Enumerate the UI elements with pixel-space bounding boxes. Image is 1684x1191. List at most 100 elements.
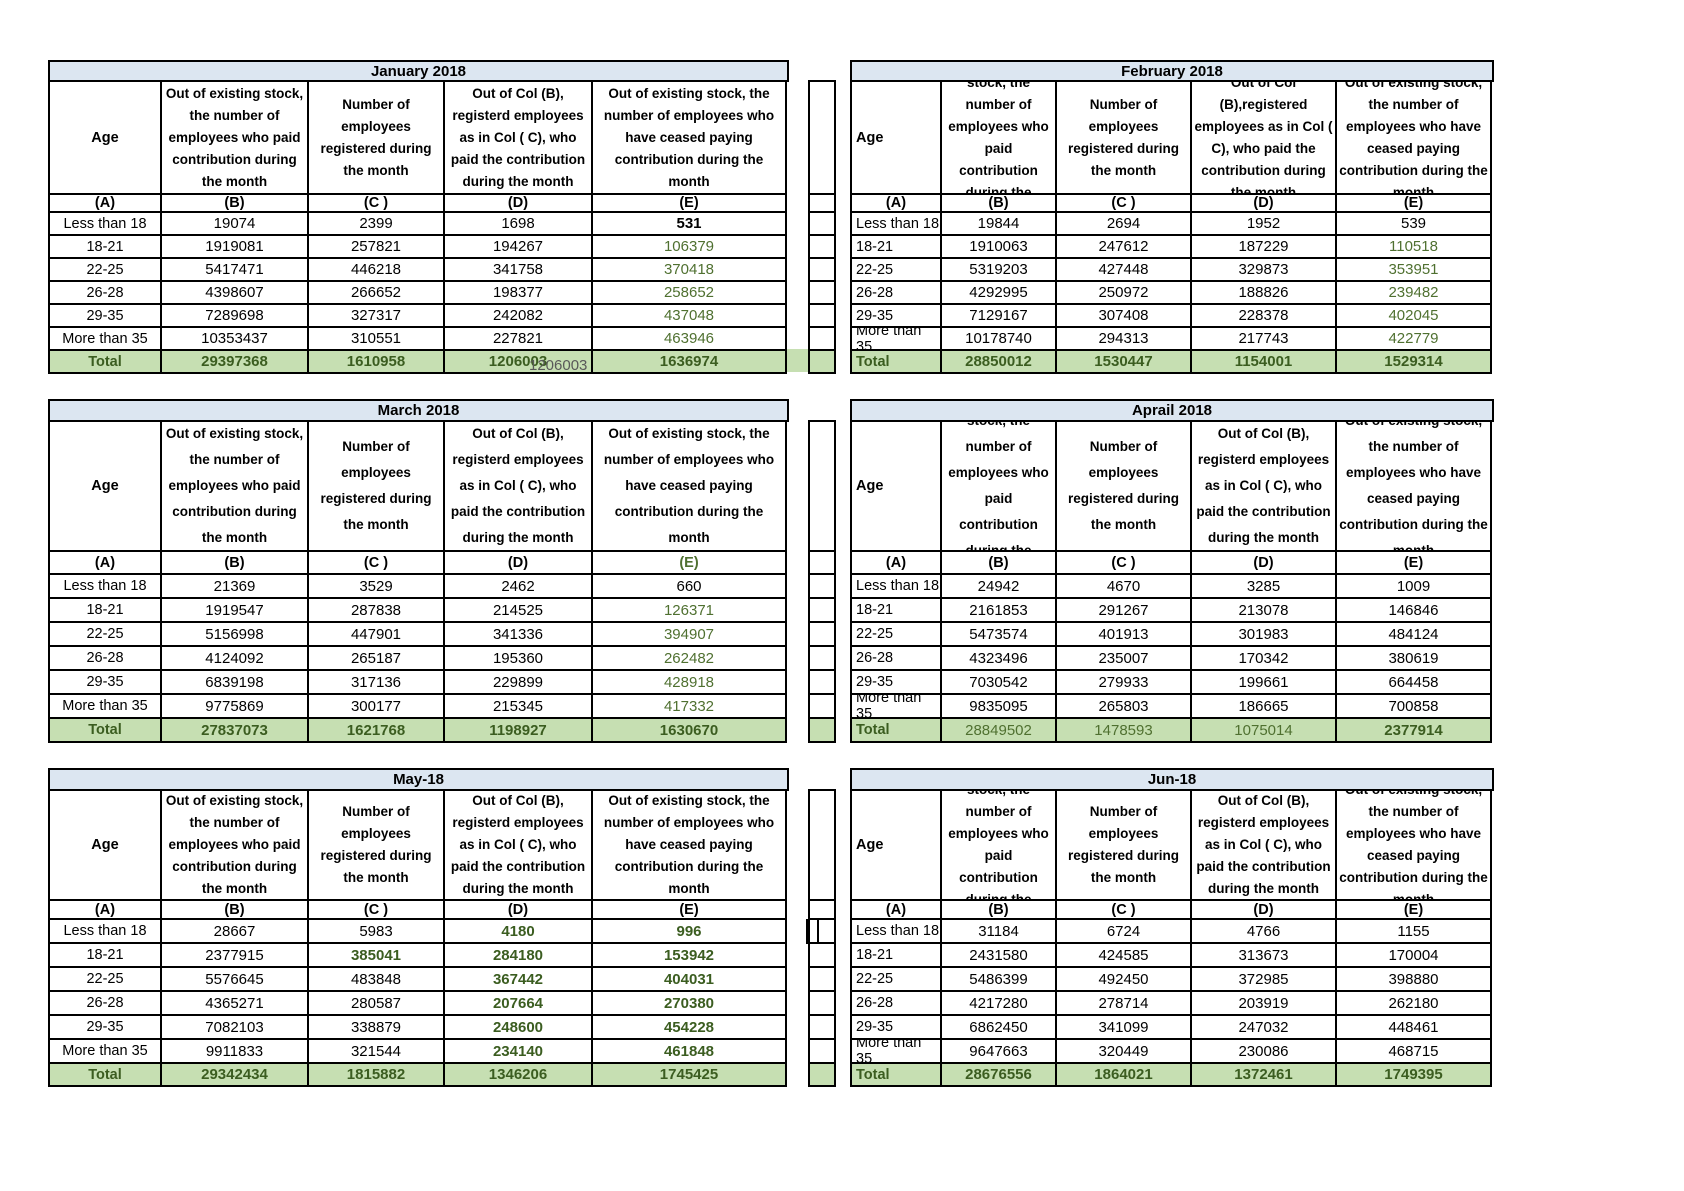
row-age-label[interactable]: 22-25 — [50, 968, 162, 992]
table-cell[interactable]: 313673 — [1192, 944, 1337, 968]
table-cell[interactable]: 428918 — [593, 671, 787, 695]
row-age-label[interactable]: 22-25 — [852, 968, 942, 992]
table-title[interactable]: Aprail 2018 — [852, 401, 1494, 422]
header-c[interactable]: Number of employees registered during th… — [1057, 422, 1192, 552]
table-cell[interactable]: 398880 — [1337, 968, 1492, 992]
table-cell[interactable]: 284180 — [445, 944, 593, 968]
row-age-label[interactable]: 18-21 — [50, 236, 162, 259]
table-cell[interactable]: 19074 — [162, 213, 309, 236]
total-cell[interactable]: 28676556 — [942, 1064, 1057, 1087]
row-age-label[interactable]: 29-35 — [852, 305, 942, 328]
table-cell[interactable]: 21369 — [162, 575, 309, 599]
header-c[interactable]: Number of employees registered during th… — [309, 82, 445, 195]
total-cell[interactable]: 1198927 — [445, 719, 593, 743]
table-cell[interactable]: 266652 — [309, 282, 445, 305]
column-letter[interactable]: (C ) — [309, 552, 445, 575]
ghost-cell[interactable] — [810, 236, 834, 259]
table-cell[interactable]: 9835095 — [942, 695, 1057, 719]
table-cell[interactable]: 7030542 — [942, 671, 1057, 695]
table-cell[interactable]: 700858 — [1337, 695, 1492, 719]
total-cell[interactable]: 1745425 — [593, 1064, 787, 1087]
table-cell[interactable]: 1919547 — [162, 599, 309, 623]
table-cell[interactable]: 126371 — [593, 599, 787, 623]
row-age-label[interactable]: More than 35 — [50, 328, 162, 351]
table-cell[interactable]: 446218 — [309, 259, 445, 282]
table-cell[interactable]: 307408 — [1057, 305, 1192, 328]
table-cell[interactable]: 484124 — [1337, 623, 1492, 647]
total-label[interactable]: Total — [50, 1064, 162, 1087]
table-cell[interactable]: 539 — [1337, 213, 1492, 236]
table-cell[interactable]: 247032 — [1192, 1016, 1337, 1040]
table-cell[interactable]: 250972 — [1057, 282, 1192, 305]
row-age-label[interactable]: 26-28 — [50, 647, 162, 671]
table-cell[interactable]: 4670 — [1057, 575, 1192, 599]
table-cell[interactable]: 6862450 — [942, 1016, 1057, 1040]
total-cell[interactable]: 1478593 — [1057, 719, 1192, 743]
header-d[interactable]: Out of Col (B), registerd employees as i… — [445, 82, 593, 195]
total-cell[interactable]: 1075014 — [1192, 719, 1337, 743]
table-cell[interactable]: 186665 — [1192, 695, 1337, 719]
ghost-cell[interactable] — [810, 305, 834, 328]
table-cell[interactable]: 422779 — [1337, 328, 1492, 351]
table-cell[interactable]: 10178740 — [942, 328, 1057, 351]
ghost-cell[interactable] — [810, 1040, 834, 1064]
table-cell[interactable]: 4217280 — [942, 992, 1057, 1016]
table-cell[interactable]: 227821 — [445, 328, 593, 351]
column-letter[interactable]: (C ) — [1057, 901, 1192, 920]
table-cell[interactable]: 5486399 — [942, 968, 1057, 992]
ghost-cell[interactable] — [810, 623, 834, 647]
table-cell[interactable]: 4323496 — [942, 647, 1057, 671]
total-cell[interactable]: 28850012 — [942, 351, 1057, 374]
ghost-cell[interactable] — [810, 944, 834, 968]
table-cell[interactable]: 153942 — [593, 944, 787, 968]
header-age[interactable]: Age — [50, 82, 162, 195]
total-cell[interactable]: 1529314 — [1337, 351, 1492, 374]
header-b[interactable]: Out of existing stock, the number of emp… — [162, 422, 309, 552]
total-cell[interactable]: 1621768 — [309, 719, 445, 743]
table-cell[interactable]: 248600 — [445, 1016, 593, 1040]
total-label[interactable]: Total — [50, 351, 162, 374]
ghost-cell[interactable] — [810, 992, 834, 1016]
table-cell[interactable]: 385041 — [309, 944, 445, 968]
total-cell[interactable]: 1530447 — [1057, 351, 1192, 374]
table-cell[interactable]: 199661 — [1192, 671, 1337, 695]
table-title[interactable]: February 2018 — [852, 62, 1494, 82]
table-cell[interactable]: 110518 — [1337, 236, 1492, 259]
table-cell[interactable]: 417332 — [593, 695, 787, 719]
table-cell[interactable]: 2694 — [1057, 213, 1192, 236]
total-cell[interactable]: 1815882 — [309, 1064, 445, 1087]
column-letter[interactable]: (B) — [942, 901, 1057, 920]
table-cell[interactable]: 247612 — [1057, 236, 1192, 259]
ghost-cell[interactable] — [810, 695, 834, 719]
table-cell[interactable]: 4398607 — [162, 282, 309, 305]
table-cell[interactable]: 320449 — [1057, 1040, 1192, 1064]
ghost-cell[interactable] — [810, 599, 834, 623]
header-c[interactable]: Number of employees registered during th… — [1057, 82, 1192, 195]
table-cell[interactable]: 170342 — [1192, 647, 1337, 671]
table-cell[interactable]: 9911833 — [162, 1040, 309, 1064]
total-label[interactable]: Total — [852, 719, 942, 743]
table-cell[interactable]: 448461 — [1337, 1016, 1492, 1040]
table-cell[interactable]: 492450 — [1057, 968, 1192, 992]
ghost-cell[interactable] — [810, 195, 834, 213]
table-cell[interactable]: 468715 — [1337, 1040, 1492, 1064]
table-cell[interactable]: 3529 — [309, 575, 445, 599]
row-age-label[interactable]: 22-25 — [852, 623, 942, 647]
row-age-label[interactable]: 26-28 — [50, 282, 162, 305]
table-cell[interactable]: 341099 — [1057, 1016, 1192, 1040]
header-age[interactable]: Age — [50, 422, 162, 552]
table-cell[interactable]: 242082 — [445, 305, 593, 328]
row-age-label[interactable]: More than 35 — [852, 1040, 942, 1064]
table-cell[interactable]: 234140 — [445, 1040, 593, 1064]
table-cell[interactable]: 235007 — [1057, 647, 1192, 671]
total-cell[interactable]: 1346206 — [445, 1064, 593, 1087]
ghost-cell[interactable] — [810, 422, 834, 552]
table-cell[interactable]: 213078 — [1192, 599, 1337, 623]
row-age-label[interactable]: 29-35 — [50, 671, 162, 695]
ghost-cell[interactable] — [810, 1064, 834, 1087]
table-cell[interactable]: 404031 — [593, 968, 787, 992]
total-label[interactable]: Total — [852, 1064, 942, 1087]
table-cell[interactable]: 300177 — [309, 695, 445, 719]
total-cell[interactable]: 29397368 — [162, 351, 309, 374]
row-age-label[interactable]: Less than 18 — [50, 575, 162, 599]
